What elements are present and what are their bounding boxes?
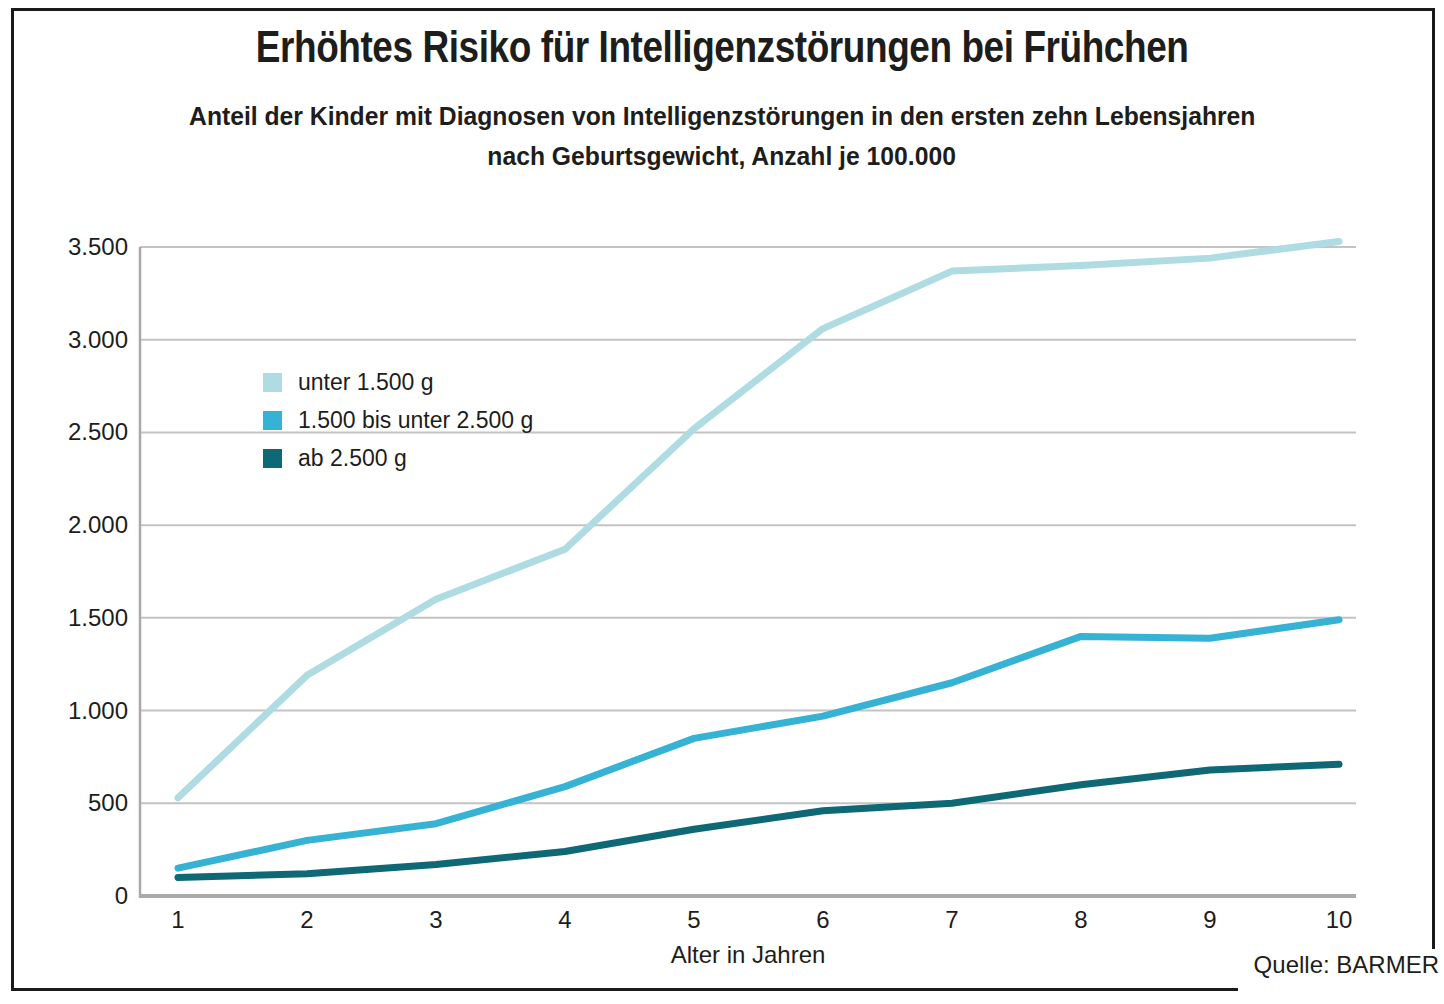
gridlines-group: [140, 247, 1356, 803]
legend-label: 1.500 bis unter 2.500 g: [298, 407, 533, 434]
x-tick-label: 5: [654, 906, 734, 934]
legend-label: ab 2.500 g: [298, 445, 407, 472]
y-tick-label: 2.500: [30, 418, 128, 446]
legend-item-from-2500g: ab 2.500 g: [263, 445, 533, 471]
y-tick-label: 1.500: [30, 604, 128, 632]
legend-item-under-1500g: unter 1.500 g: [263, 369, 533, 395]
axes-group: [140, 247, 1356, 898]
y-tick-label: 3.500: [30, 233, 128, 261]
x-tick-label: 10: [1299, 906, 1379, 934]
x-axis-title: Alter in Jahren: [548, 941, 948, 969]
y-tick-label: 2.000: [30, 511, 128, 539]
series-lines-group: [178, 241, 1339, 877]
y-tick-label: 500: [30, 789, 128, 817]
x-tick-label: 2: [267, 906, 347, 934]
source-credit: Quelle: BARMER: [1238, 949, 1442, 992]
series-line-2: [178, 764, 1339, 877]
x-tick-label: 6: [783, 906, 863, 934]
x-tick-label: 1: [138, 906, 218, 934]
legend-item-1500-to-2500g: 1.500 bis unter 2.500 g: [263, 407, 533, 433]
y-tick-label: 0: [30, 882, 128, 910]
y-tick-label: 1.000: [30, 697, 128, 725]
legend-swatch-under-1500g-icon: [263, 373, 282, 392]
legend-swatch-from-2500g-icon: [263, 449, 282, 468]
x-tick-label: 3: [396, 906, 476, 934]
y-tick-label: 3.000: [30, 326, 128, 354]
x-tick-label: 9: [1170, 906, 1250, 934]
chart-legend: unter 1.500 g 1.500 bis unter 2.500 g ab…: [263, 369, 533, 483]
x-tick-label: 4: [525, 906, 605, 934]
series-line-1: [178, 620, 1339, 868]
chart-page: Erhöhtes Risiko für Intelligenzstörungen…: [0, 0, 1444, 1004]
x-tick-label: 8: [1041, 906, 1121, 934]
legend-swatch-1500-to-2500g-icon: [263, 411, 282, 430]
legend-label: unter 1.500 g: [298, 369, 434, 396]
line-chart: [0, 0, 1444, 1004]
series-line-0: [178, 241, 1339, 797]
x-tick-label: 7: [912, 906, 992, 934]
